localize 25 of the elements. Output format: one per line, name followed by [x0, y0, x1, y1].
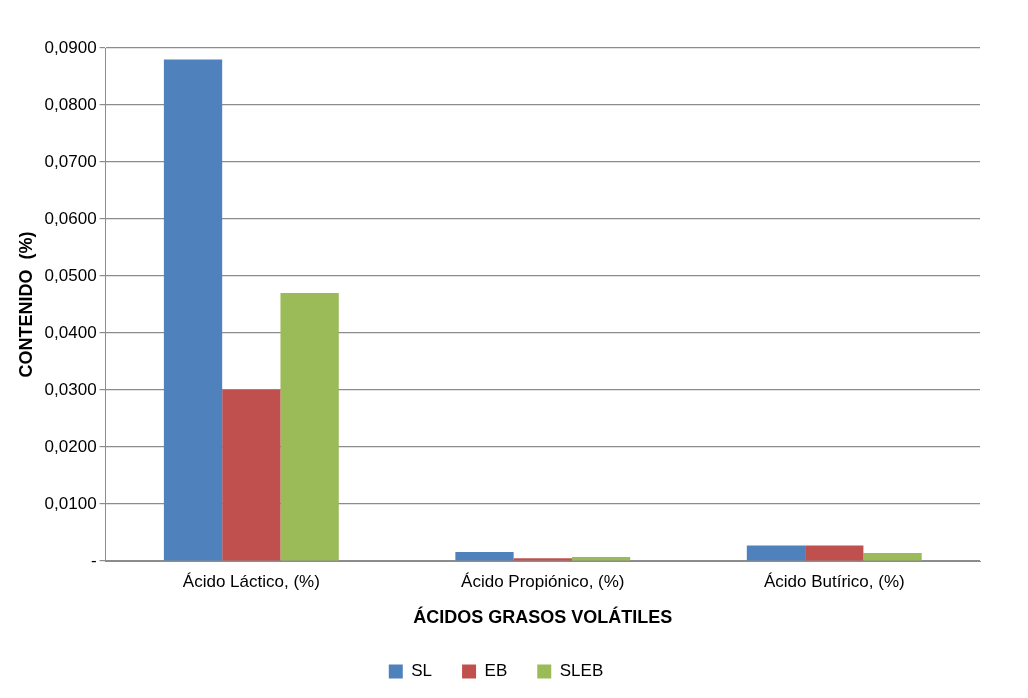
- y-tick-label: 0,0200: [44, 436, 97, 456]
- x-tick-label: Ácido Propiónico, (%): [461, 571, 625, 591]
- y-tick-label: 0,0900: [44, 37, 97, 57]
- x-tick-label: Ácido Láctico, (%): [182, 571, 320, 591]
- y-tick-label: 0,0500: [44, 265, 97, 285]
- y-tick-label: -: [90, 550, 97, 570]
- bar: [805, 545, 864, 561]
- y-tick-label: 0,0800: [44, 94, 97, 114]
- y-axis-title: CONTENIDO (%): [15, 231, 36, 378]
- bar: [455, 551, 514, 561]
- y-tick-label: 0,0100: [44, 493, 97, 513]
- y-tick-label: 0,0300: [44, 379, 97, 399]
- bar: [280, 293, 339, 561]
- y-tick-label: 0,0400: [44, 322, 97, 342]
- y-tick-label: 0,0600: [44, 208, 97, 228]
- legend-label: SL: [411, 661, 433, 681]
- x-tick-label: Ácido Butírico, (%): [763, 571, 905, 591]
- y-tick-label: 0,0700: [44, 151, 97, 171]
- legend-label: EB: [484, 661, 508, 681]
- bar: [163, 59, 223, 561]
- legend-label: SLEB: [559, 661, 604, 681]
- bar: [863, 553, 922, 561]
- bar: [222, 390, 281, 561]
- bar: [746, 545, 806, 561]
- x-axis-title: ÁCIDOS GRASOS VOLÁTILES: [413, 606, 673, 628]
